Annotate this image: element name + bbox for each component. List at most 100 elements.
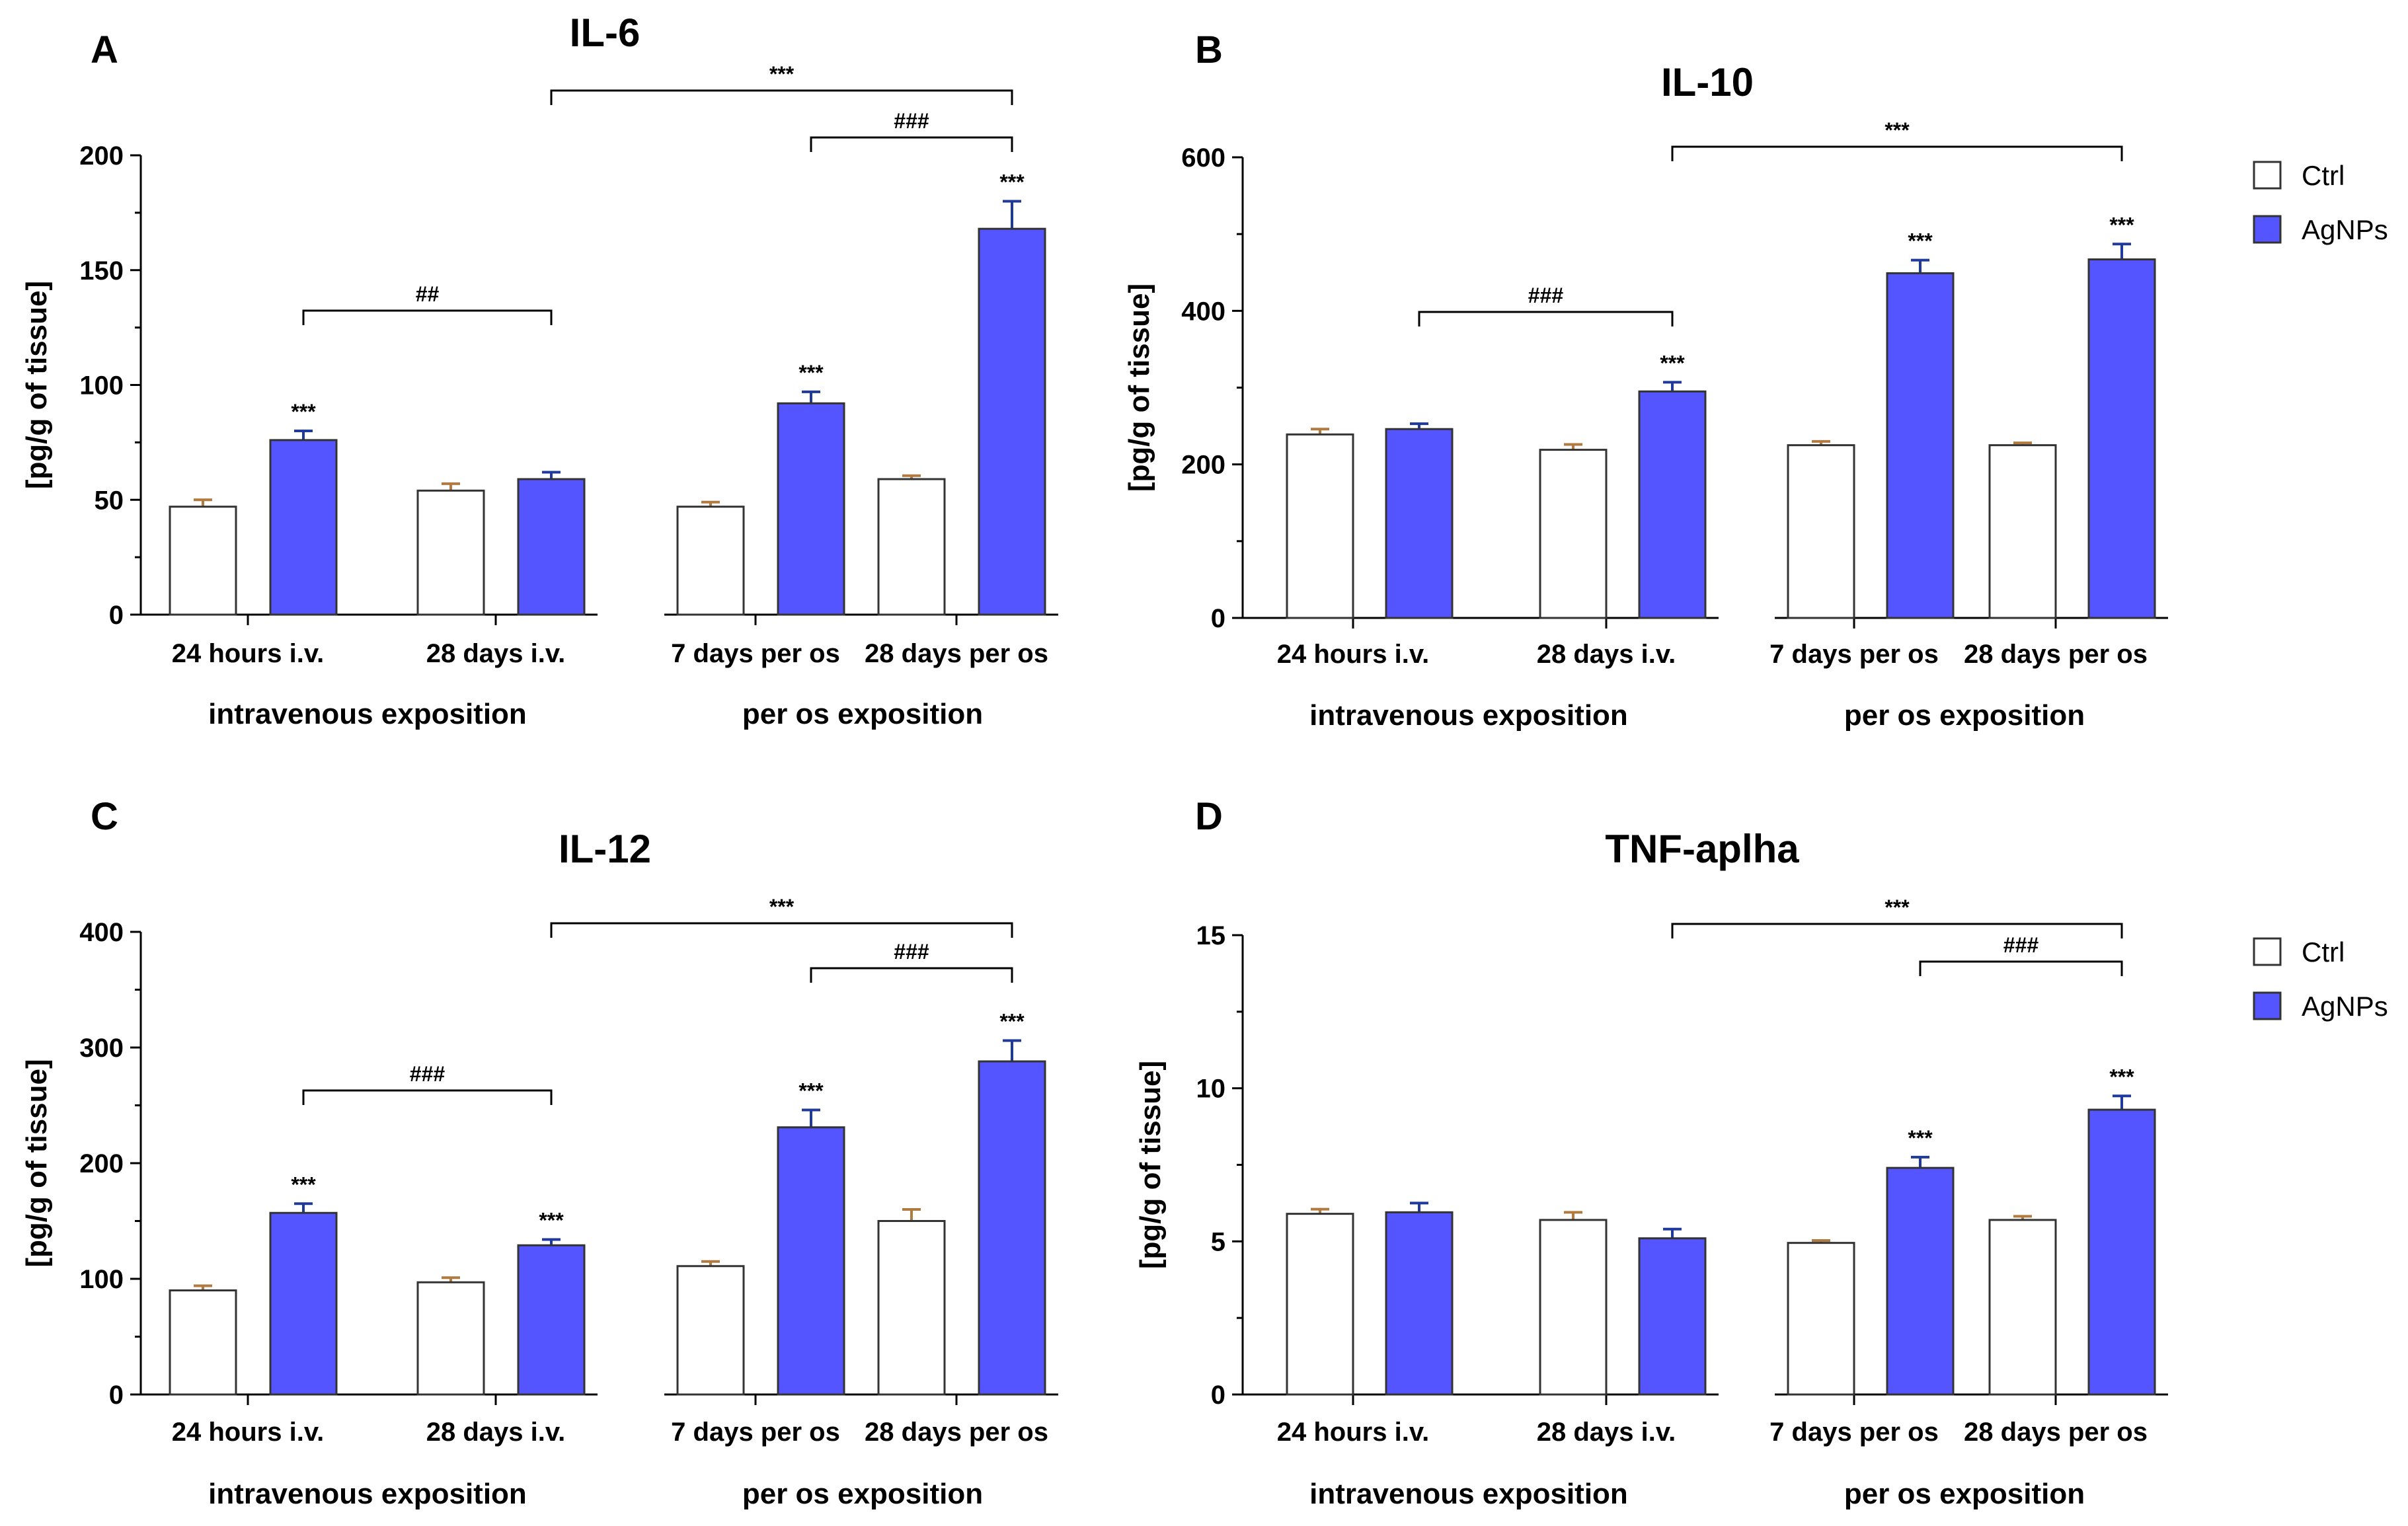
bar-ctrl [416,489,485,616]
bar-agnps [1385,428,1454,619]
significance-label: *** [999,1010,1025,1034]
significance-bracket [1671,923,2123,938]
x-tick-label: 24 hours i.v. [172,639,324,668]
bracket-label: ### [2003,933,2039,957]
x-tick-label: 28 days i.v. [1537,640,1676,669]
y-tick-label: 0 [1211,1381,1225,1410]
panel-A: A IL-6 0 50 100 150 200 [pg/g of tissue] 24 hour… [20,11,1058,730]
legend-label: Ctrl [2302,936,2345,968]
bar-ctrl [1539,449,1608,619]
group-label: per os exposition [742,698,983,730]
y-tick-label: 50 [95,486,124,515]
y-tick-label: 150 [79,256,124,286]
bracket-label: ### [894,109,929,133]
bracket-label: ## [416,282,440,306]
bar-agnps [2087,258,2156,619]
legend-swatch-agnps [2253,215,2282,244]
significance-label: *** [1908,229,1933,253]
bar-agnps [777,402,845,616]
bar-ctrl [1286,433,1354,619]
bar-agnps [1886,272,1955,619]
bar-agnps [978,227,1046,616]
panel-letter: C [91,795,118,838]
panel-B: B IL-10 0 200 400 600 [pg/g of tissue] 24 hours… [1123,28,2168,732]
significance-label: *** [999,171,1025,194]
y-tick-label: 100 [79,1265,124,1294]
bar-ctrl [1787,444,1855,619]
significance-label: *** [798,361,824,385]
x-tick-label: 24 hours i.v. [1277,1418,1429,1447]
legend: Ctrl AgNPs [2253,160,2388,245]
bar-ctrl [1988,444,2057,619]
bracket-label: ### [410,1062,446,1086]
y-tick-label: 5 [1211,1227,1225,1256]
bar-ctrl [877,478,946,616]
bracket-label: ### [1528,284,1564,307]
significance-label: *** [291,1172,316,1196]
group-label: intravenous exposition [1309,699,1628,732]
y-tick-label: 400 [79,918,124,947]
significance-label: *** [1660,351,1685,375]
chart-title: IL-12 [559,827,651,871]
bar-agnps [517,478,586,616]
y-tick-label: 200 [1181,451,1225,480]
y-tick-label: 15 [1196,921,1226,950]
legend-swatch-ctrl [2253,937,2282,966]
bar-ctrl [676,506,745,616]
group-label: intravenous exposition [208,1478,527,1510]
y-tick-label: 0 [1211,604,1225,633]
legend-label: Ctrl [2302,160,2345,191]
significance-bracket [302,309,553,325]
bar-ctrl [1988,1219,2057,1396]
x-tick-label: 28 days per os [865,1418,1048,1447]
bracket-label: ### [894,940,929,964]
significance-label: *** [1908,1126,1933,1150]
bracket-label: *** [1884,896,1910,919]
significance-bracket [550,89,1013,105]
bar-agnps [517,1244,586,1396]
significance-label: *** [2109,1065,2134,1088]
bar-agnps [269,439,338,616]
group-label: per os exposition [1844,699,2085,732]
bar-ctrl [169,506,237,616]
bar-ctrl [1539,1219,1608,1396]
chart-title: TNF-aplha [1605,827,1799,871]
significance-bracket [810,136,1013,152]
group-label: per os exposition [1844,1478,2085,1510]
significance-label: *** [798,1079,824,1103]
bar-ctrl [676,1265,745,1396]
significance-bracket [302,1089,553,1105]
significance-label: *** [2109,213,2134,237]
bar-agnps [777,1126,845,1396]
x-tick-label: 7 days per os [1769,1418,1939,1447]
bar-agnps [269,1211,338,1396]
x-tick-label: 28 days per os [865,639,1048,668]
y-tick-label: 600 [1181,143,1225,172]
y-axis-label: [pg/g of tissue] [1123,284,1155,492]
group-label: intravenous exposition [1309,1478,1628,1510]
x-tick-label: 24 hours i.v. [1277,640,1429,669]
panel-C: C IL-12 0 100 200 300 400 [pg/g of tissue] 24 ho… [20,795,1058,1510]
bar-agnps [1385,1211,1454,1396]
panel-letter: D [1195,795,1223,838]
group-label: per os exposition [742,1478,983,1510]
x-tick-label: 28 days per os [1964,640,2148,669]
panel-letter: B [1195,28,1223,71]
y-tick-label: 10 [1196,1075,1226,1104]
chart-title: IL-10 [1661,60,1754,104]
y-axis-label: [pg/g of tissue] [1134,1061,1167,1269]
x-tick-label: 28 days i.v. [1537,1418,1676,1447]
x-tick-label: 28 days i.v. [426,639,566,668]
panel-D: D TNF-aplha 0 5 10 15 [pg/g of tissue] 24 hours… [1134,795,2168,1510]
bar-ctrl [169,1289,237,1396]
x-tick-label: 7 days per os [671,639,840,668]
y-tick-label: 0 [109,601,124,630]
bar-agnps [1638,390,1707,619]
legend: Ctrl AgNPs [2253,936,2388,1022]
bar-ctrl [416,1281,485,1396]
chart-title: IL-6 [570,11,641,55]
legend-swatch-ctrl [2253,161,2282,190]
significance-bracket [1919,960,2123,976]
significance-label: *** [539,1209,564,1233]
